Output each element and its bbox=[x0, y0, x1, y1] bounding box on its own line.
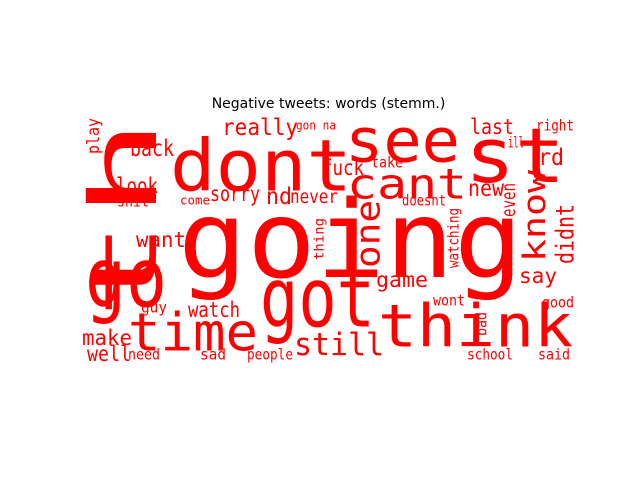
word-come: come bbox=[180, 193, 210, 208]
word-didnt: didnt bbox=[551, 204, 580, 264]
word-doesnt: doesnt bbox=[402, 193, 446, 210]
word-sorry: sorry bbox=[210, 182, 260, 206]
word-guy: guy bbox=[141, 300, 167, 317]
word-even: even bbox=[498, 183, 520, 217]
word-people: people bbox=[247, 347, 293, 364]
word-make: make bbox=[82, 326, 132, 350]
word-say: say bbox=[519, 264, 557, 288]
word-th: th bbox=[70, 118, 178, 320]
word-wont: wont bbox=[433, 293, 465, 310]
word-one: one bbox=[349, 200, 388, 268]
word-nd: nd bbox=[266, 184, 292, 210]
word-right: right bbox=[536, 118, 574, 135]
word-think: think bbox=[378, 292, 573, 361]
word-bad: bad bbox=[474, 312, 491, 336]
word-still: still bbox=[294, 327, 384, 363]
word-really: really bbox=[222, 115, 298, 141]
word-last: last bbox=[470, 115, 514, 139]
word-game: game bbox=[376, 268, 428, 292]
word-play: play bbox=[83, 118, 103, 154]
word-well: well bbox=[87, 342, 131, 366]
word-watching: watching bbox=[446, 208, 463, 268]
chart-title: Negative tweets: words (stemm.) bbox=[211, 96, 446, 112]
word-rd: rd bbox=[538, 145, 564, 171]
word-know: know bbox=[517, 170, 553, 262]
word-new: new bbox=[468, 176, 504, 202]
word-school: school bbox=[467, 347, 513, 364]
word-gon-na: gon na bbox=[296, 118, 336, 133]
word-go: go bbox=[85, 232, 167, 327]
word-sad: sad bbox=[200, 347, 226, 364]
word-back: back bbox=[130, 136, 174, 162]
word-fuck: fuck bbox=[322, 156, 364, 180]
word-never: never bbox=[290, 186, 338, 208]
word-dont: dont bbox=[170, 125, 352, 208]
word-thing: thing bbox=[312, 218, 328, 260]
word-time: time bbox=[128, 303, 258, 364]
word-said: said bbox=[538, 347, 570, 364]
word-shit: shit bbox=[117, 194, 149, 211]
word-going: going bbox=[178, 179, 523, 303]
word-want: want bbox=[136, 228, 186, 252]
word-take: take bbox=[371, 155, 403, 172]
word-look: look bbox=[116, 174, 158, 198]
word-cant: cant bbox=[347, 160, 467, 209]
word-need: need bbox=[128, 347, 160, 364]
word-got: got bbox=[260, 252, 375, 347]
word-good: good bbox=[542, 295, 574, 312]
cloud-background bbox=[80, 114, 576, 364]
word-st: st bbox=[465, 112, 565, 200]
word-watch: watch bbox=[188, 298, 240, 322]
word-see: see bbox=[345, 106, 460, 177]
word-ill: ill bbox=[508, 135, 524, 152]
